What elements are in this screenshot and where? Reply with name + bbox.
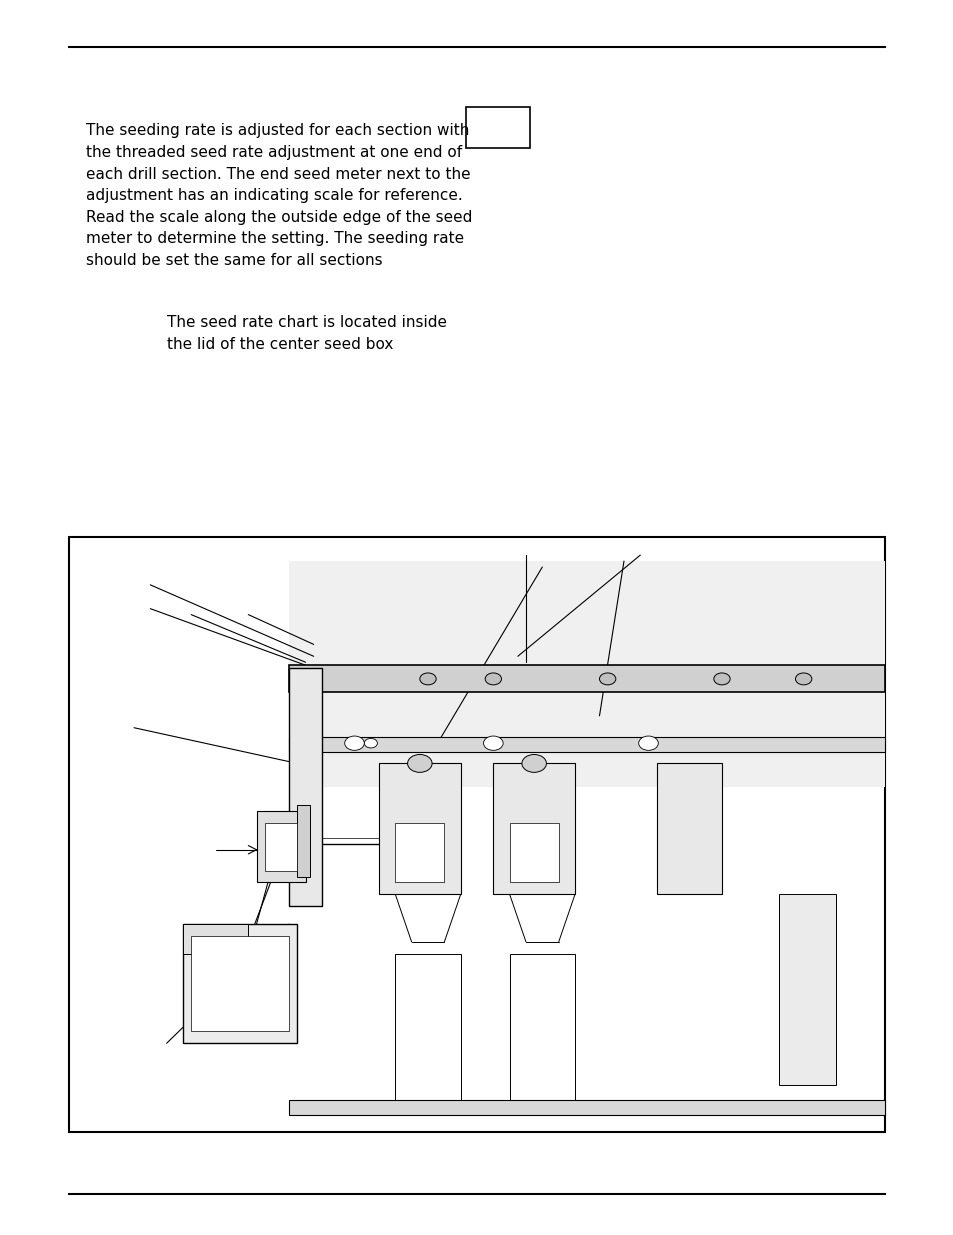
Bar bbox=[395, 823, 444, 883]
Ellipse shape bbox=[795, 673, 811, 685]
Bar bbox=[509, 953, 575, 1103]
Text: The seed rate chart is located inside
the lid of the center seed box: The seed rate chart is located inside th… bbox=[167, 315, 447, 352]
Bar bbox=[69, 537, 884, 1132]
Bar bbox=[395, 953, 460, 1103]
Ellipse shape bbox=[598, 673, 616, 685]
Bar bbox=[465, 107, 530, 148]
Bar bbox=[289, 1099, 884, 1115]
Bar bbox=[297, 805, 310, 877]
Ellipse shape bbox=[485, 673, 501, 685]
Bar bbox=[779, 894, 836, 1084]
Bar bbox=[378, 763, 460, 894]
Bar bbox=[289, 668, 321, 906]
Bar bbox=[264, 823, 297, 871]
Ellipse shape bbox=[486, 739, 499, 748]
Bar bbox=[656, 763, 721, 894]
Ellipse shape bbox=[419, 673, 436, 685]
Text: The seeding rate is adjusted for each section with
the threaded seed rate adjust: The seeding rate is adjusted for each se… bbox=[86, 124, 472, 268]
Ellipse shape bbox=[483, 736, 502, 751]
Bar bbox=[256, 811, 305, 883]
Ellipse shape bbox=[364, 739, 377, 748]
Bar bbox=[493, 763, 575, 894]
Bar bbox=[289, 561, 884, 787]
Bar bbox=[289, 736, 884, 752]
Bar bbox=[183, 924, 248, 953]
Bar bbox=[509, 823, 558, 883]
Ellipse shape bbox=[344, 736, 364, 751]
Ellipse shape bbox=[521, 755, 546, 772]
Ellipse shape bbox=[407, 755, 432, 772]
Ellipse shape bbox=[638, 736, 658, 751]
Ellipse shape bbox=[348, 739, 360, 748]
Ellipse shape bbox=[641, 739, 655, 748]
Ellipse shape bbox=[713, 673, 729, 685]
Bar bbox=[289, 666, 884, 692]
Bar bbox=[191, 936, 289, 1031]
Bar bbox=[183, 924, 297, 1044]
